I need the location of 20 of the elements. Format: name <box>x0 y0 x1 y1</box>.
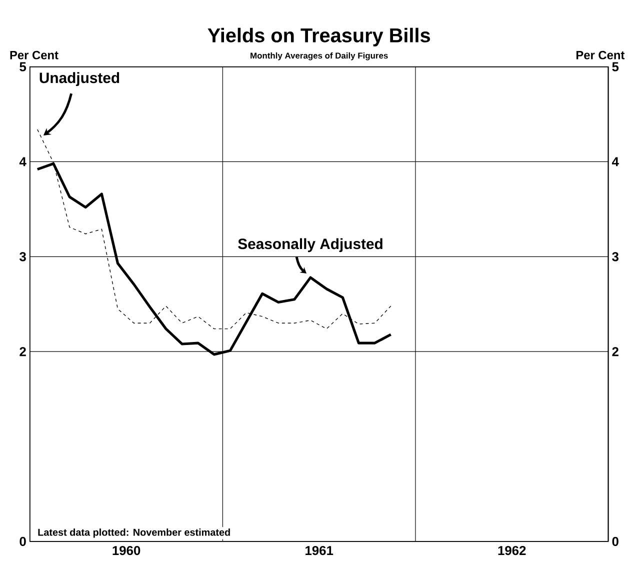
y2-tick-label: 3 <box>612 252 618 262</box>
y2-axis-title: Per Cent <box>576 50 625 60</box>
x-tick-label: 1960 <box>112 546 140 555</box>
y-axis-title: Per Cent <box>10 50 58 60</box>
y-tick-label: 0 <box>20 536 26 546</box>
y2-tick-label: 5 <box>612 62 619 72</box>
y-tick-label: 2 <box>20 346 26 356</box>
x-tick-label: 1961 <box>306 546 334 555</box>
chart-subtitle: Monthly Averages of Daily Figures <box>250 52 388 60</box>
y-tick-label: 3 <box>20 252 26 262</box>
x-tick-label: 1962 <box>498 546 526 555</box>
y2-tick-label: 0 <box>612 536 618 546</box>
annotation: Latest data plotted: November estimated <box>38 528 230 538</box>
chart-title: Yields on Treasury Bills <box>208 28 430 46</box>
text: Unadjusted <box>40 72 120 86</box>
y2-tick-label: 2 <box>612 346 618 356</box>
y-tick-label: 4 <box>19 157 26 166</box>
y2-tick-label: 4 <box>612 157 619 166</box>
text: Seasonally Adjusted <box>238 238 382 252</box>
y-tick-label: 5 <box>20 62 26 72</box>
